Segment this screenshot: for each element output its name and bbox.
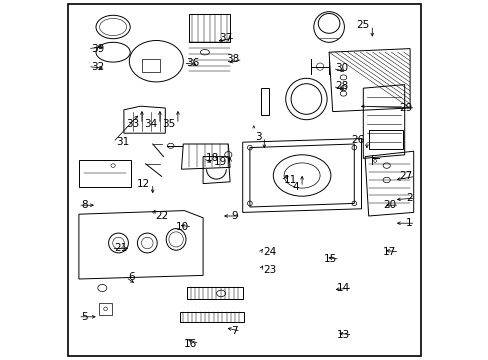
Bar	[179, 312, 244, 322]
Text: 5: 5	[81, 312, 87, 322]
Text: 22: 22	[155, 211, 168, 221]
Text: 36: 36	[186, 58, 199, 68]
Text: 13: 13	[336, 330, 349, 340]
Text: 18: 18	[205, 153, 219, 163]
Text: 25: 25	[355, 20, 368, 30]
Text: 27: 27	[399, 171, 412, 181]
Text: 10: 10	[176, 222, 189, 232]
Text: 21: 21	[114, 243, 127, 253]
Text: 9: 9	[231, 211, 238, 221]
Text: 39: 39	[91, 44, 104, 54]
Text: 24: 24	[263, 247, 276, 257]
Text: 37: 37	[219, 33, 232, 43]
Text: 8: 8	[81, 200, 87, 210]
Bar	[99, 303, 112, 315]
Text: 7: 7	[231, 326, 238, 336]
Text: 15: 15	[323, 254, 336, 264]
Text: 20: 20	[383, 200, 396, 210]
Text: 38: 38	[226, 54, 239, 64]
Bar	[368, 130, 402, 149]
Text: 23: 23	[263, 265, 276, 275]
Text: 14: 14	[336, 283, 349, 293]
Text: 34: 34	[143, 119, 157, 129]
Text: 35: 35	[162, 119, 175, 129]
Text: 26: 26	[350, 135, 363, 145]
Text: 11: 11	[283, 175, 296, 185]
Text: 12: 12	[136, 179, 149, 189]
Bar	[186, 287, 242, 299]
Text: 17: 17	[383, 247, 396, 257]
Text: 1: 1	[405, 218, 412, 228]
Text: 30: 30	[335, 63, 348, 73]
Text: 28: 28	[335, 81, 348, 91]
Text: 4: 4	[292, 182, 299, 192]
Bar	[188, 14, 230, 42]
Bar	[260, 88, 268, 115]
Text: 29: 29	[399, 103, 412, 113]
Text: 31: 31	[116, 137, 129, 147]
Text: 19: 19	[214, 157, 227, 167]
Text: 33: 33	[125, 119, 139, 129]
Text: 32: 32	[91, 62, 104, 72]
Bar	[142, 59, 160, 72]
Text: 6: 6	[128, 272, 135, 282]
Text: 2: 2	[405, 193, 412, 203]
Text: 3: 3	[254, 132, 261, 142]
Text: 16: 16	[183, 339, 196, 349]
